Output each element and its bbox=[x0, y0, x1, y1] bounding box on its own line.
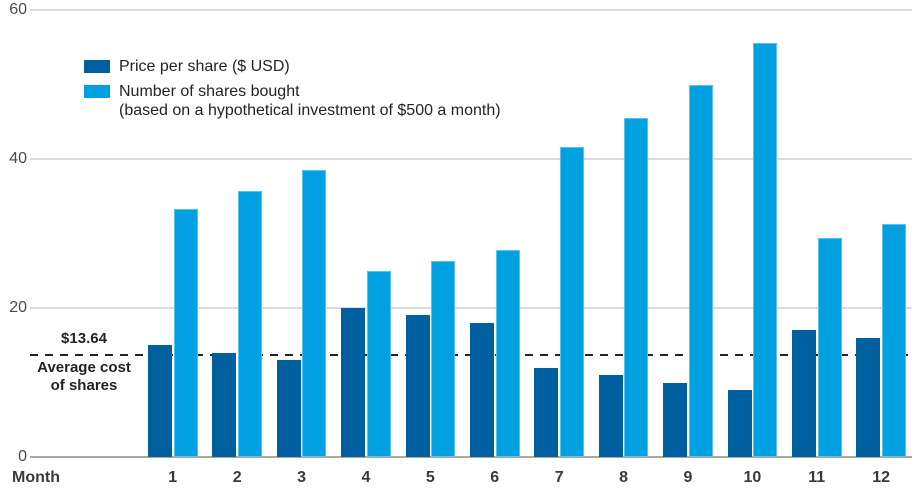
bar-shares-month-5 bbox=[431, 260, 456, 457]
bar-shares-month-12 bbox=[881, 224, 906, 457]
shares-swatch-icon bbox=[84, 85, 110, 98]
bar-price-month-8 bbox=[598, 375, 623, 457]
x-tick-label-month-4: 4 bbox=[361, 469, 371, 486]
bar-shares-month-10 bbox=[753, 43, 778, 457]
x-tick-label-month-12: 12 bbox=[872, 469, 891, 486]
x-tick-label-month-3: 3 bbox=[297, 469, 306, 486]
x-tick-label-month-7: 7 bbox=[554, 469, 564, 486]
bar-price-month-6 bbox=[470, 322, 494, 457]
bar-price-month-11 bbox=[792, 330, 816, 457]
bar-shares-month-11 bbox=[817, 237, 842, 457]
bar-shares-month-8 bbox=[624, 118, 649, 457]
legend-label-shares: Number of shares bought (based on a hypo… bbox=[119, 82, 501, 120]
x-tick-label-month-5: 5 bbox=[425, 469, 435, 486]
x-axis-line bbox=[30, 456, 912, 458]
bar-price-month-10 bbox=[727, 389, 752, 457]
bar-shares-month-9 bbox=[688, 84, 713, 457]
average-cost-caption: Average cost of shares bbox=[37, 359, 131, 394]
bar-price-month-12 bbox=[856, 337, 881, 457]
y-tick-label-20: 20 bbox=[9, 299, 27, 316]
gridline-20 bbox=[30, 307, 912, 309]
price-swatch-icon bbox=[84, 60, 110, 73]
bar-price-month-7 bbox=[534, 367, 559, 457]
bar-shares-month-1 bbox=[173, 208, 198, 457]
legend-label-shares-line1: Number of shares bought bbox=[119, 83, 300, 100]
bar-shares-month-4 bbox=[366, 270, 391, 457]
bar-price-month-2 bbox=[212, 352, 237, 457]
y-tick-label-40: 40 bbox=[9, 150, 27, 167]
x-tick-label-month-9: 9 bbox=[683, 469, 693, 486]
bar-shares-month-2 bbox=[237, 190, 262, 457]
y-tick-label-0: 0 bbox=[18, 448, 27, 465]
x-axis-title: Month bbox=[12, 469, 60, 486]
bar-price-month-3 bbox=[276, 360, 301, 457]
bar-price-month-9 bbox=[663, 382, 688, 457]
y-tick-label-60: 60 bbox=[9, 1, 27, 18]
gridline-40 bbox=[30, 158, 912, 160]
bar-price-month-4 bbox=[341, 308, 366, 457]
legend-item-shares: Number of shares bought (based on a hypo… bbox=[84, 82, 501, 120]
bar-shares-month-3 bbox=[302, 170, 327, 457]
x-tick-label-month-1: 1 bbox=[168, 469, 178, 486]
gridline-60 bbox=[30, 9, 912, 11]
bar-shares-month-7 bbox=[559, 146, 584, 457]
average-cost-value: $13.64 bbox=[61, 330, 107, 347]
legend-label-price: Price per share ($ USD) bbox=[119, 58, 290, 75]
legend: Price per share ($ USD) Number of shares… bbox=[84, 57, 501, 120]
bar-shares-month-6 bbox=[495, 250, 520, 457]
x-tick-label-month-11: 11 bbox=[808, 469, 826, 486]
legend-item-price: Price per share ($ USD) bbox=[84, 57, 501, 76]
x-tick-label-month-8: 8 bbox=[619, 469, 628, 486]
x-tick-label-month-10: 10 bbox=[743, 469, 762, 486]
bar-price-month-5 bbox=[405, 315, 430, 457]
legend-label-shares-line2: (based on a hypothetical investment of $… bbox=[119, 102, 501, 119]
bar-price-month-1 bbox=[148, 345, 172, 457]
x-tick-label-month-6: 6 bbox=[490, 469, 500, 486]
x-tick-label-month-2: 2 bbox=[232, 469, 242, 486]
